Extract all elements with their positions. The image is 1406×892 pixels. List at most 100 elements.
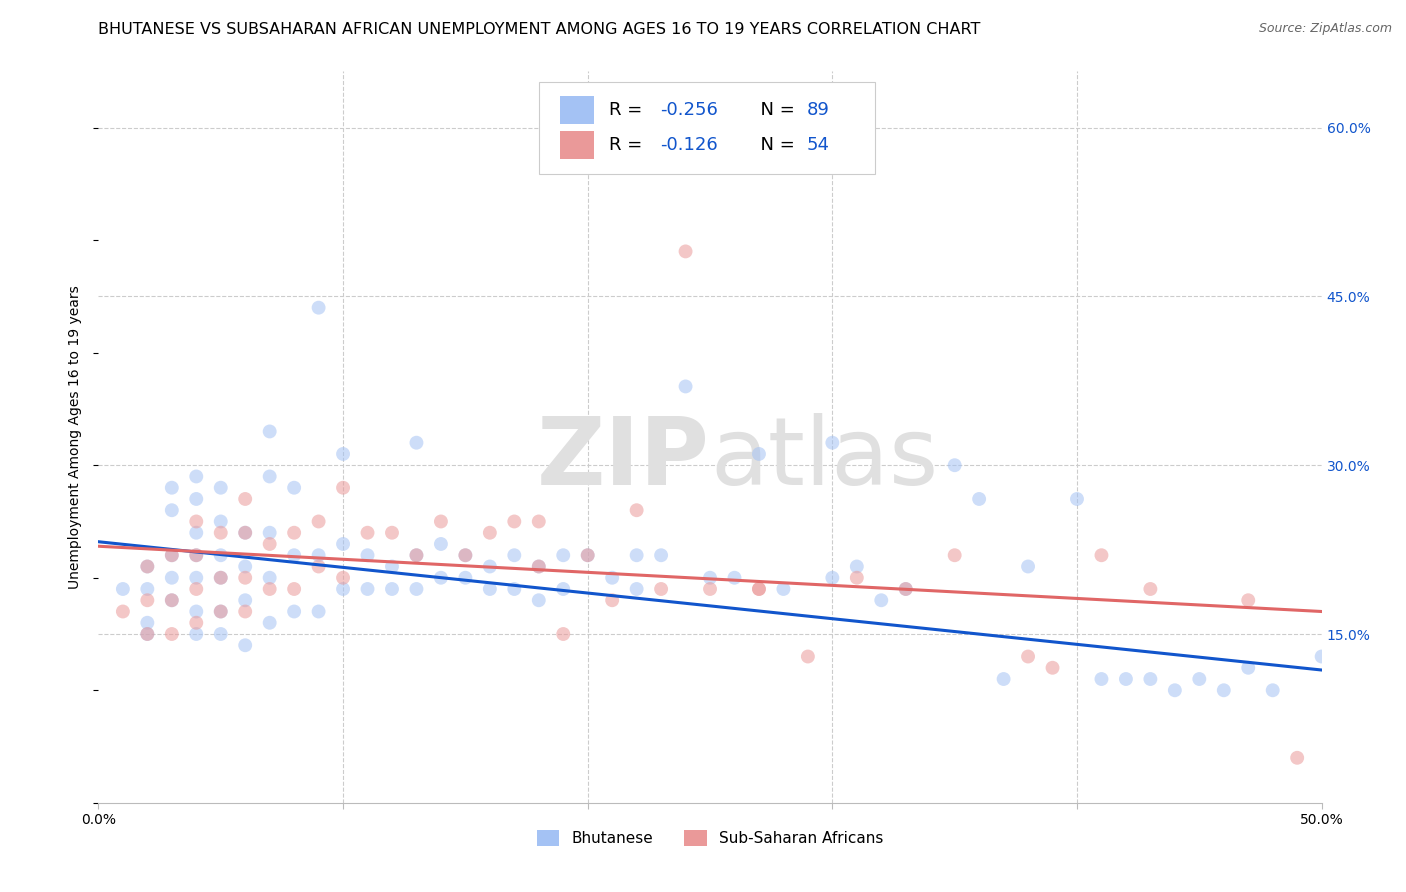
Point	[1212, 683, 1234, 698]
Point	[405, 435, 427, 450]
Point	[1042, 661, 1064, 675]
Point	[332, 447, 354, 461]
Point	[332, 582, 354, 596]
Point	[1286, 751, 1309, 765]
Point	[259, 425, 281, 439]
Point	[136, 593, 159, 607]
Point	[821, 435, 844, 450]
Point	[675, 379, 697, 393]
Point	[723, 571, 745, 585]
Point	[1188, 672, 1211, 686]
Point	[675, 244, 697, 259]
Point	[478, 525, 501, 540]
Point	[209, 515, 232, 529]
Point	[894, 582, 917, 596]
Point	[430, 571, 453, 585]
Point	[1164, 683, 1187, 698]
Text: 54: 54	[807, 136, 830, 154]
Point	[381, 525, 404, 540]
Point	[748, 582, 770, 596]
Point	[650, 548, 672, 562]
Point	[405, 548, 427, 562]
Point	[160, 593, 183, 607]
Point	[283, 481, 305, 495]
Point	[748, 447, 770, 461]
Point	[136, 627, 159, 641]
Text: atlas: atlas	[710, 413, 938, 505]
Point	[845, 559, 868, 574]
Point	[259, 582, 281, 596]
Point	[136, 582, 159, 596]
Point	[136, 615, 159, 630]
Point	[1066, 491, 1088, 506]
Point	[209, 605, 232, 619]
Point	[699, 571, 721, 585]
Point	[186, 491, 208, 506]
Point	[1090, 548, 1112, 562]
Point	[1139, 672, 1161, 686]
Point	[553, 582, 575, 596]
Point	[1017, 559, 1039, 574]
Point	[233, 571, 256, 585]
Point	[186, 469, 208, 483]
FancyBboxPatch shape	[538, 82, 875, 174]
Point	[308, 548, 330, 562]
Point	[259, 469, 281, 483]
Point	[1017, 649, 1039, 664]
Point	[186, 605, 208, 619]
Point	[430, 537, 453, 551]
Point	[160, 503, 183, 517]
Point	[748, 582, 770, 596]
Point	[845, 571, 868, 585]
Point	[136, 627, 159, 641]
Point	[626, 503, 648, 517]
Point	[381, 582, 404, 596]
Text: R =: R =	[609, 101, 648, 120]
Point	[1139, 582, 1161, 596]
Point	[233, 525, 256, 540]
Point	[259, 615, 281, 630]
Point	[160, 548, 183, 562]
Legend: Bhutanese, Sub-Saharan Africans: Bhutanese, Sub-Saharan Africans	[537, 830, 883, 847]
Point	[1237, 593, 1260, 607]
Point	[576, 548, 599, 562]
Point	[308, 301, 330, 315]
Point	[454, 548, 477, 562]
Point	[626, 548, 648, 562]
Point	[283, 605, 305, 619]
Point	[527, 559, 550, 574]
Point	[259, 571, 281, 585]
Point	[186, 548, 208, 562]
Point	[233, 593, 256, 607]
Point	[283, 525, 305, 540]
Point	[308, 605, 330, 619]
Point	[943, 458, 966, 473]
Point	[1261, 683, 1284, 698]
Text: R =: R =	[609, 136, 648, 154]
Point	[209, 548, 232, 562]
Bar	[560, 96, 593, 124]
Point	[186, 525, 208, 540]
Point	[186, 571, 208, 585]
Point	[283, 548, 305, 562]
Point	[186, 515, 208, 529]
Point	[943, 548, 966, 562]
Point	[233, 559, 256, 574]
Point	[478, 582, 501, 596]
Point	[894, 582, 917, 596]
Point	[405, 548, 427, 562]
Point	[527, 515, 550, 529]
Point	[1115, 672, 1137, 686]
Point	[967, 491, 990, 506]
Point	[356, 548, 378, 562]
Point	[356, 582, 378, 596]
Point	[209, 605, 232, 619]
Point	[503, 582, 526, 596]
Point	[111, 605, 134, 619]
Point	[1090, 672, 1112, 686]
Text: 89: 89	[807, 101, 830, 120]
Point	[1310, 649, 1333, 664]
Point	[332, 537, 354, 551]
Point	[209, 525, 232, 540]
Point	[283, 582, 305, 596]
